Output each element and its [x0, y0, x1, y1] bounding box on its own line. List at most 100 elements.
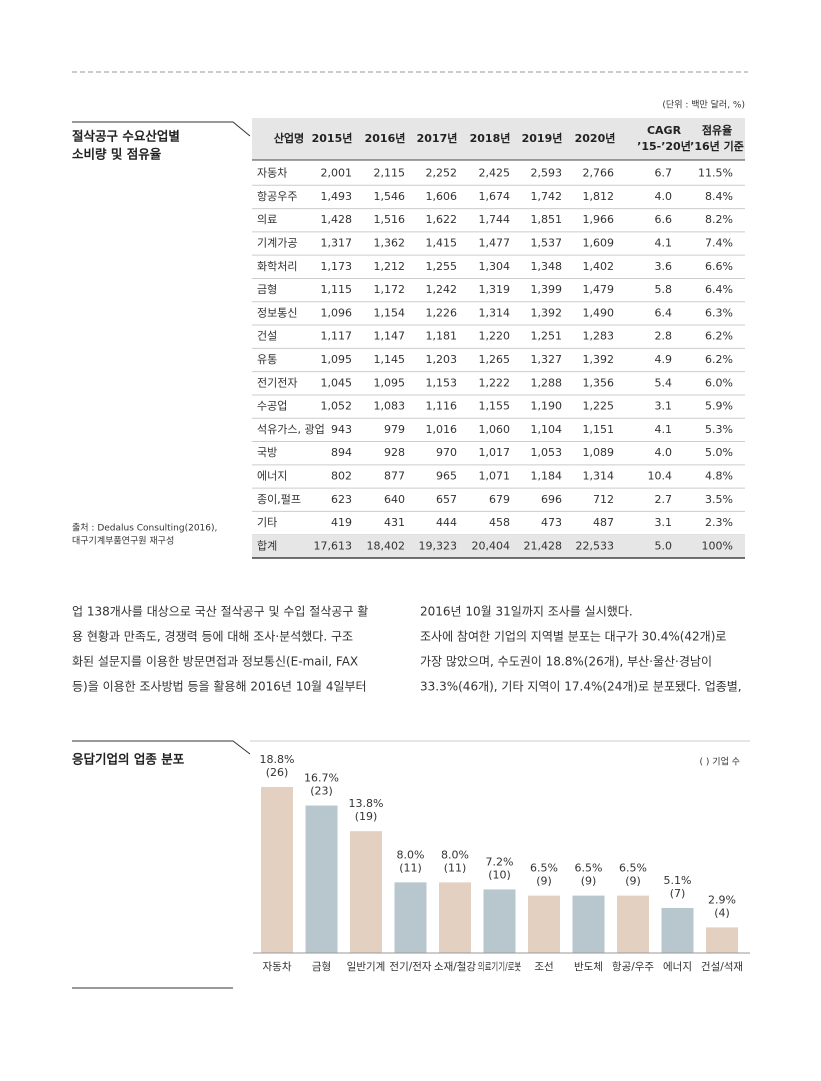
- body-text: 용 현황과 만족도, 경쟁력 등에 대해 조사·분석했다. 구조: [72, 630, 353, 644]
- table-cell: 928: [384, 446, 405, 459]
- table-cell: 2.7: [655, 493, 673, 506]
- table-title: 절삭공구 수요산업별: [72, 129, 180, 144]
- table-cell: 623: [331, 493, 352, 506]
- table-cell: 1,744: [479, 213, 511, 226]
- table-cell: 22,533: [576, 539, 615, 552]
- table-cell: 3.6: [655, 260, 673, 273]
- table-header-cell: 2017년: [417, 131, 458, 145]
- table-cell: 1,851: [531, 213, 563, 226]
- table-cell: 4.1: [655, 423, 673, 436]
- table-header-cell: CAGR: [647, 124, 682, 137]
- table-cell: 1,966: [583, 213, 615, 226]
- bar: [528, 895, 560, 953]
- x-tick-label: 전기/전자: [389, 961, 432, 973]
- table-cell: 1,190: [531, 400, 563, 413]
- table-cell: 10.4: [648, 469, 673, 482]
- table-cell: 1,151: [583, 423, 615, 436]
- table-cell: 1,052: [321, 400, 353, 413]
- table-cell: 894: [331, 446, 352, 459]
- table-header-cell: 2016년: [365, 131, 406, 145]
- body-text: 업 138개사를 대상으로 국산 절삭공구 및 수입 절삭공구 활: [72, 605, 368, 619]
- table-cell: 기타: [257, 516, 277, 529]
- table-cell: 1,255: [426, 260, 458, 273]
- table-cell: 3.1: [655, 516, 673, 529]
- body-text: 등)을 이용한 조사방법 등을 활용해 2016년 10월 4일부터: [72, 680, 367, 694]
- total-row-bg: [252, 534, 745, 558]
- table-cell: 970: [436, 446, 457, 459]
- table-cell: 1,225: [583, 400, 615, 413]
- table-cell: 1,172: [374, 283, 406, 296]
- table-cell: 1,095: [374, 376, 406, 389]
- bar: [350, 831, 382, 953]
- table-cell: 1,153: [426, 376, 458, 389]
- count-label: (26): [266, 766, 289, 779]
- value-label: 6.5%: [530, 862, 558, 875]
- x-tick-label: 항공/우주: [612, 961, 655, 973]
- table-cell: 1,104: [531, 423, 563, 436]
- bar: [706, 927, 738, 953]
- table-cell: 1,083: [374, 400, 406, 413]
- count-label: (23): [310, 785, 333, 798]
- table-cell: 자동차: [257, 167, 287, 180]
- table-cell: 2,766: [583, 167, 615, 180]
- table-cell: 2,001: [321, 167, 353, 180]
- table-cell: 1,147: [374, 330, 406, 343]
- table-cell: 1,304: [479, 260, 511, 273]
- table-cell: 1,674: [479, 190, 511, 203]
- count-label: (10): [488, 868, 511, 881]
- table-title-rule: [72, 121, 251, 137]
- value-label: 8.0%: [441, 848, 469, 861]
- table-cell: 1,095: [321, 353, 353, 366]
- table-cell: 유통: [257, 353, 277, 366]
- table-cell: 4.9: [655, 353, 673, 366]
- table-cell: 1,537: [531, 237, 563, 250]
- table-cell: 1,251: [531, 330, 563, 343]
- table-cell: 6.4: [655, 306, 673, 319]
- unit: (단위 : 백만 달러, %): [662, 99, 745, 111]
- table-cell: 21,428: [524, 539, 563, 552]
- table-cell: 6.4%: [705, 283, 733, 296]
- table-cell: 1,060: [479, 423, 511, 436]
- value-label: 6.5%: [619, 862, 647, 875]
- count-label: (9): [581, 875, 597, 888]
- table-cell: 3.1: [655, 400, 673, 413]
- table-cell: 431: [384, 516, 405, 529]
- table-cell: 11.5%: [698, 167, 733, 180]
- table-cell: 금형: [257, 283, 277, 296]
- table-cell: 1,173: [321, 260, 353, 273]
- table-header-cell: 2019년: [522, 131, 563, 145]
- table-cell: 4.0: [655, 190, 673, 203]
- count-label: (9): [625, 875, 641, 888]
- table-cell: 640: [384, 493, 405, 506]
- table-cell: 1,283: [583, 330, 615, 343]
- table-cell: 의료: [257, 213, 277, 226]
- table-cell: 4.1: [655, 237, 673, 250]
- table-cell: 1,516: [374, 213, 406, 226]
- table-cell: 1,071: [479, 469, 511, 482]
- value-label: 16.7%: [304, 772, 339, 785]
- value-label: 13.8%: [349, 797, 384, 810]
- chart-title: 응답기업의 업종 분포: [72, 752, 185, 767]
- table-cell: 1,145: [374, 353, 406, 366]
- table-cell: 1,314: [583, 469, 615, 482]
- value-label: 18.8%: [260, 753, 295, 766]
- bar: [261, 787, 293, 953]
- table-cell: 5.4: [655, 376, 673, 389]
- table-cell: 1,415: [426, 237, 458, 250]
- x-tick-label: 조선: [534, 961, 553, 973]
- table-header-cell: 2020년: [575, 131, 616, 145]
- table-cell: 1,045: [321, 376, 353, 389]
- table-cell: 1,546: [374, 190, 406, 203]
- bar: [483, 889, 516, 953]
- table-cell: 6.0%: [705, 376, 733, 389]
- table-cell: 6.2%: [705, 353, 733, 366]
- table-cell: 4.8%: [705, 469, 733, 482]
- table-cell: 6.3%: [705, 306, 733, 319]
- table-cell: 1,428: [321, 213, 353, 226]
- table-header-cell: 2015년: [312, 131, 353, 145]
- table-cell: 1,742: [531, 190, 563, 203]
- table-cell: 5.8: [655, 283, 673, 296]
- table-cell: 965: [436, 469, 457, 482]
- x-tick-label: 반도체: [574, 961, 603, 973]
- value-label: 6.5%: [575, 862, 603, 875]
